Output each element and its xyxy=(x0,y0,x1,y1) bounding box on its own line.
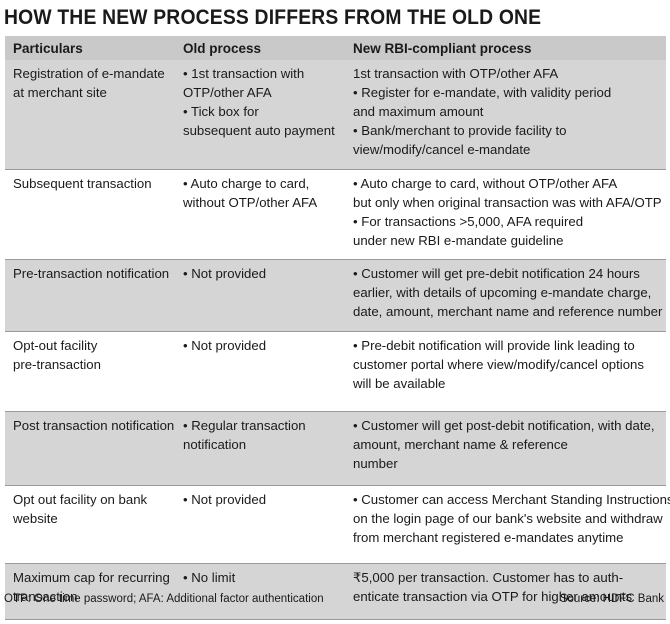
old-process-cell: • Regular transaction notification xyxy=(183,416,348,454)
table-header-row: Particulars Old process New RBI-complian… xyxy=(5,36,666,60)
new-process-cell: • Customer will get post-debit notificat… xyxy=(353,416,663,473)
table-row: Registration of e-mandate at merchant sit… xyxy=(5,60,666,170)
cell-line: view/modify/cancel e-mandate xyxy=(353,142,531,157)
cell-line: • Pre-debit notification will provide li… xyxy=(353,338,635,353)
row-divider xyxy=(5,169,666,170)
new-process-cell: • Customer can access Merchant Standing … xyxy=(353,490,670,547)
cell-line: • Tick box for xyxy=(183,104,259,119)
row-divider xyxy=(5,259,666,260)
cell-line: Post transaction notification xyxy=(13,418,175,433)
particular-cell: Opt-out facility pre-transaction xyxy=(13,336,178,374)
particular-cell: Pre-transaction notification xyxy=(13,264,178,283)
cell-line: 1st transaction with OTP/other AFA xyxy=(353,66,559,81)
cell-line: Pre-transaction notification xyxy=(13,266,170,281)
new-process-cell: 1st transaction with OTP/other AFA • Regi… xyxy=(353,64,663,159)
particular-cell: Registration of e-mandate at merchant sit… xyxy=(13,64,178,102)
cell-line: ₹5,000 per transaction. Customer has to … xyxy=(353,570,624,585)
cell-line: amount, merchant name & reference xyxy=(353,437,568,452)
header-particulars: Particulars xyxy=(13,41,83,56)
cell-line: OTP/other AFA xyxy=(183,85,272,100)
header-new-process: New RBI-compliant process xyxy=(353,41,532,56)
cell-line: • Not provided xyxy=(183,266,267,281)
cell-line: transaction xyxy=(13,589,78,604)
cell-line: • 1st transaction with xyxy=(183,66,305,81)
cell-line: • Regular transaction xyxy=(183,418,306,433)
old-process-cell: • Not provided xyxy=(183,264,348,283)
cell-line: earlier, with details of upcoming e-mand… xyxy=(353,285,652,300)
row-divider xyxy=(5,331,666,332)
cell-line: • Bank/merchant to provide facility to xyxy=(353,123,567,138)
old-process-cell: • Auto charge to card, without OTP/other … xyxy=(183,174,348,212)
new-process-cell: • Customer will get pre-debit notificati… xyxy=(353,264,663,321)
cell-line: on the login page of our bank's website … xyxy=(353,511,663,526)
cell-line: number xyxy=(353,456,398,471)
cell-line: • Customer will get pre-debit notificati… xyxy=(353,266,640,281)
cell-line: Registration of e-mandate xyxy=(13,66,165,81)
cell-line: at merchant site xyxy=(13,85,107,100)
table-row: Opt out facility on bank website • Not pro… xyxy=(5,486,670,564)
table-row: Pre-transaction notification • Not provid… xyxy=(5,260,666,332)
old-process-cell: • 1st transaction with OTP/other AFA • Tic… xyxy=(183,64,348,140)
row-divider xyxy=(5,619,666,620)
cell-line: but only when original transaction was w… xyxy=(353,195,662,210)
cell-line: • Register for e-mandate, with validity … xyxy=(353,85,612,100)
particular-cell: Opt out facility on bank website xyxy=(13,490,178,528)
cell-line: will be available xyxy=(353,376,446,391)
row-divider xyxy=(5,411,666,412)
particular-cell: Post transaction notification xyxy=(13,416,178,435)
cell-line: Maximum cap for recurring xyxy=(13,570,170,585)
cell-line: Opt-out facility xyxy=(13,338,98,353)
cell-line: • Not provided xyxy=(183,338,267,353)
old-process-cell: • Not provided xyxy=(183,336,348,355)
cell-line: • Customer can access Merchant Standing … xyxy=(353,492,670,507)
cell-line: from merchant registered e-mandates anyt… xyxy=(353,530,624,545)
row-divider xyxy=(5,485,666,486)
source-credit: Source: HDFC Bank xyxy=(559,593,664,605)
cell-line: notification xyxy=(183,437,247,452)
cell-line: • Auto charge to card, without OTP/other… xyxy=(353,176,618,191)
cell-line: under new RBI e-mandate guideline xyxy=(353,233,564,248)
cell-line: Opt out facility on bank xyxy=(13,492,148,507)
particular-cell: Maximum cap for recurring transaction xyxy=(13,568,178,606)
cell-line: Subsequent transaction xyxy=(13,176,152,191)
cell-line: website xyxy=(13,511,58,526)
table-row: Subsequent transaction • Auto charge to c… xyxy=(5,170,666,260)
header-old-process: Old process xyxy=(183,41,262,56)
cell-line: without OTP/other AFA xyxy=(183,195,318,210)
cell-line: subsequent auto payment xyxy=(183,123,335,138)
cell-line: customer portal where view/modify/cancel… xyxy=(353,357,644,372)
footnote: OTP: One time password; AFA: Additional … xyxy=(4,593,324,605)
table-row: Opt-out facility pre-transaction • Not pro… xyxy=(5,332,666,412)
cell-line: and maximum amount xyxy=(353,104,484,119)
cell-line: pre-transaction xyxy=(13,357,101,372)
cell-line: date, amount, merchant name and referenc… xyxy=(353,304,663,319)
new-process-cell: ₹5,000 per transaction. Customer has to … xyxy=(353,568,663,606)
cell-line: • No limit xyxy=(183,570,236,585)
old-process-cell: • No limit xyxy=(183,568,348,587)
new-process-cell: • Pre-debit notification will provide li… xyxy=(353,336,663,393)
cell-line: • Auto charge to card, xyxy=(183,176,310,191)
table-row: Post transaction notification • Regular t… xyxy=(5,412,666,486)
cell-line: enticate transaction via OTP for higher … xyxy=(353,589,633,604)
cell-line: • For transactions >5,000, AFA required xyxy=(353,214,584,229)
particular-cell: Subsequent transaction xyxy=(13,174,178,193)
row-divider xyxy=(5,563,666,564)
new-process-cell: • Auto charge to card, without OTP/other… xyxy=(353,174,663,250)
cell-line: • Not provided xyxy=(183,492,267,507)
old-process-cell: • Not provided xyxy=(183,490,348,509)
cell-line: • Customer will get post-debit notificat… xyxy=(353,418,655,433)
table-row: Maximum cap for recurring transaction • No… xyxy=(5,564,666,620)
page-title: HOW THE NEW PROCESS DIFFERS FROM THE OLD… xyxy=(4,6,542,29)
